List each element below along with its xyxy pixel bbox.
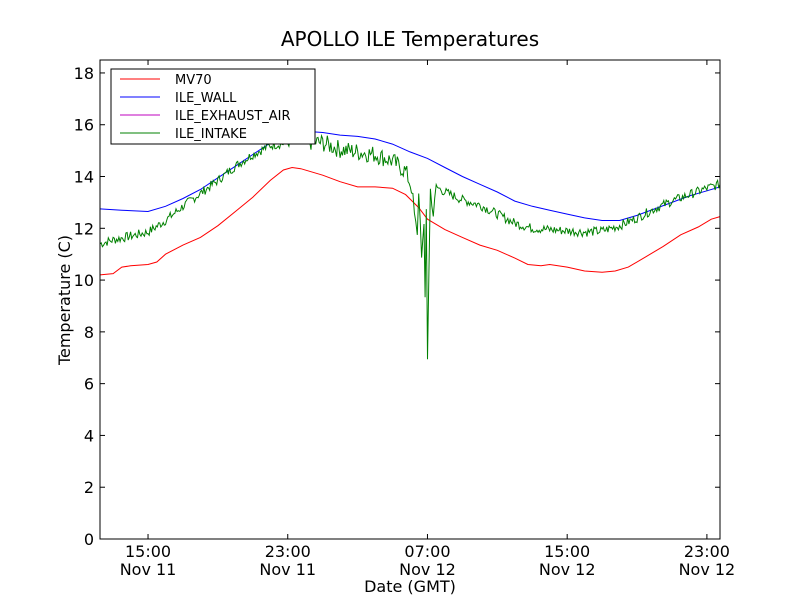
x-tick-label-date: Nov 12 [539, 560, 596, 579]
y-tick-label: 18 [74, 64, 94, 83]
x-tick-label-date: Nov 11 [259, 560, 316, 579]
y-tick-label: 16 [74, 116, 94, 135]
y-tick-label: 8 [84, 323, 94, 342]
chart-title: APOLLO ILE Temperatures [281, 27, 539, 51]
x-tick-label-time: 15:00 [544, 542, 590, 561]
x-tick-label-time: 15:00 [125, 542, 171, 561]
x-tick-label-date: Nov 12 [679, 560, 736, 579]
x-tick-label-date: Nov 11 [120, 560, 177, 579]
legend-label: ILE_WALL [175, 91, 237, 106]
y-tick-label: 6 [84, 375, 94, 394]
y-tick-label: 12 [74, 219, 94, 238]
legend-label: ILE_EXHAUST_AIR [175, 109, 291, 124]
y-tick-label: 4 [84, 426, 94, 445]
x-tick-label-time: 23:00 [265, 542, 311, 561]
legend-label: MV70 [175, 73, 212, 88]
legend: MV70 ILE_WALL ILE_EXHAUST_AIR ILE_INTAKE [111, 69, 315, 144]
y-tick-label: 10 [74, 271, 94, 290]
x-tick-label-time: 07:00 [404, 542, 450, 561]
y-axis-title: Temperature (C) [55, 235, 74, 366]
y-tick-label: 2 [84, 478, 94, 497]
x-axis-title: Date (GMT) [364, 577, 456, 596]
y-tick-label: 14 [74, 168, 94, 187]
x-tick-label-time: 23:00 [684, 542, 730, 561]
y-tick-label: 0 [84, 530, 94, 549]
legend-label: ILE_INTAKE [175, 127, 247, 142]
